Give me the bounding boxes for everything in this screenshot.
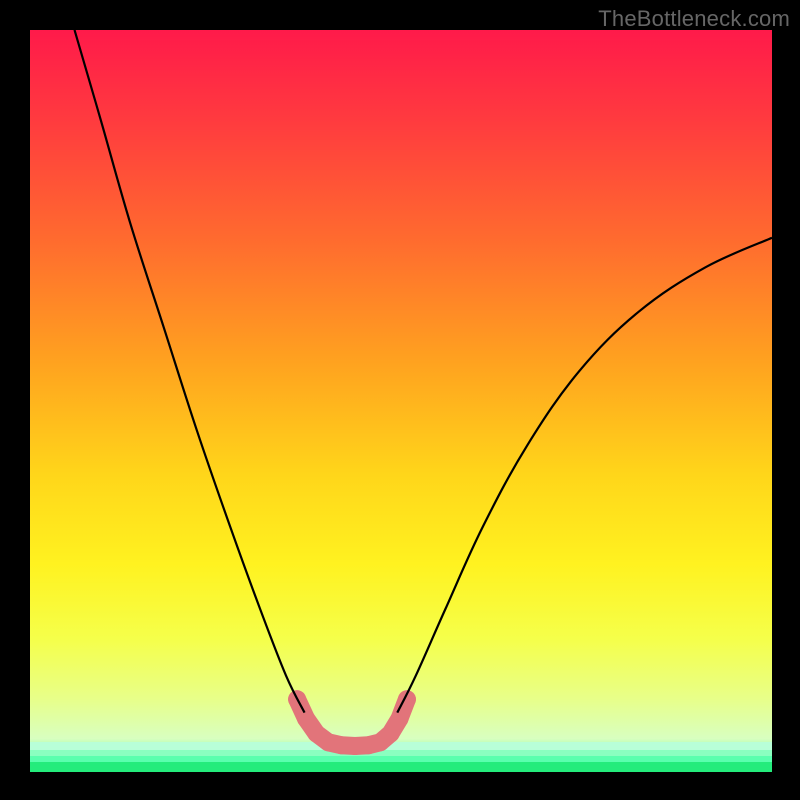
canvas: TheBottleneck.com [0,0,800,800]
valley-bead [297,710,315,728]
valley-bead [391,710,409,728]
plot-area [30,30,772,772]
watermark-text: TheBottleneck.com [598,6,790,32]
curve-svg [30,30,772,772]
curve-right-branch [397,238,772,713]
curve-left-branch [75,30,305,713]
